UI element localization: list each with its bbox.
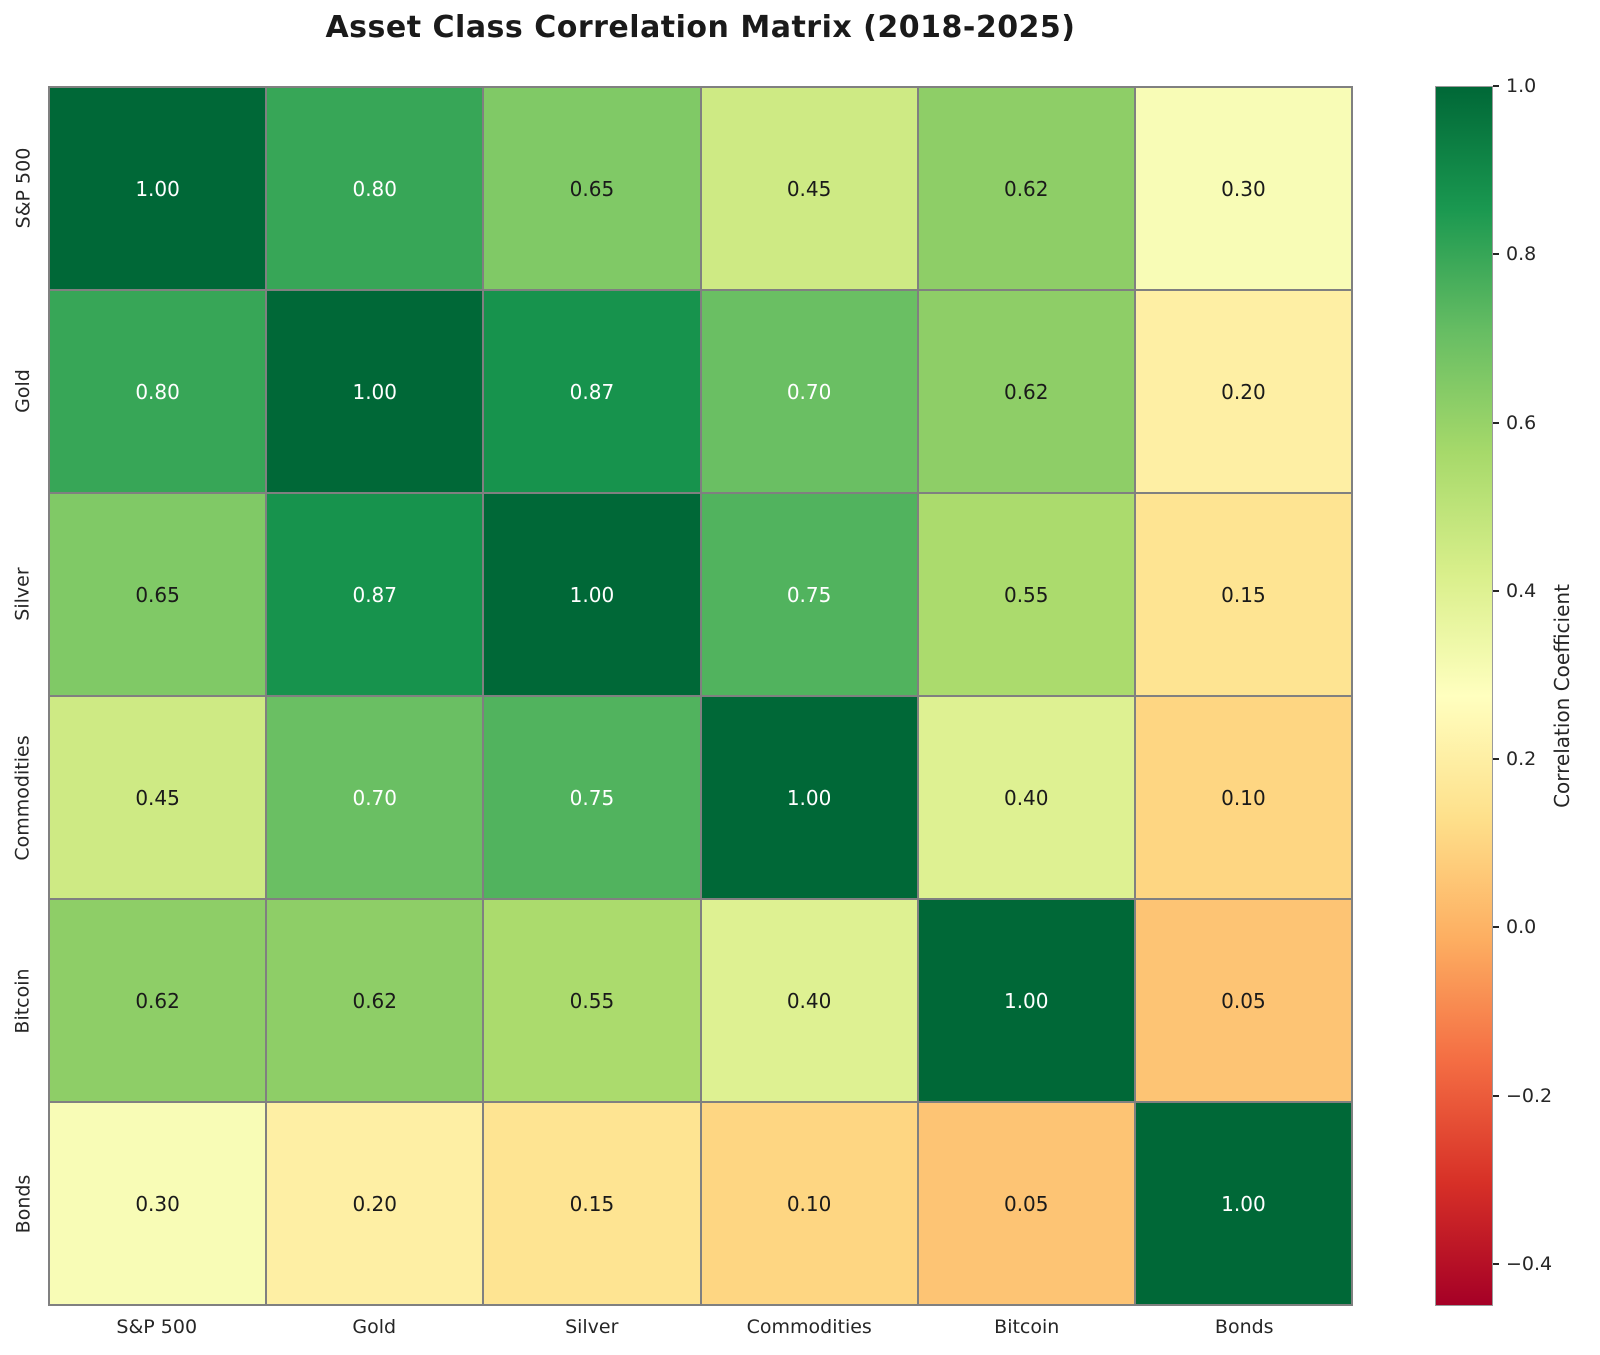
x-axis-label: Gold xyxy=(352,1316,397,1338)
heatmap-cell: 0.62 xyxy=(50,900,266,1101)
heatmap-cell: 0.87 xyxy=(484,291,700,492)
heatmap-cell: 1.00 xyxy=(1135,1103,1351,1304)
x-axis-labels: S&P 500 Gold Silver Commodities Bitcoin Bonds xyxy=(48,1309,1353,1345)
colorbar xyxy=(1435,86,1493,1306)
colorbar-tick-label: −0.4 xyxy=(1506,1252,1553,1275)
heatmap-cell: 0.62 xyxy=(918,291,1134,492)
x-axis-label: Bitcoin xyxy=(994,1316,1060,1338)
colorbar-tick xyxy=(1493,926,1499,929)
colorbar-tick xyxy=(1493,758,1499,761)
colorbar-tick-label: 0.0 xyxy=(1506,916,1537,939)
heatmap-cell: 0.62 xyxy=(267,900,483,1101)
y-axis-label: Silver xyxy=(12,567,34,621)
heatmap-cell: 0.65 xyxy=(50,494,266,695)
colorbar-tick-label: 1.0 xyxy=(1506,75,1537,97)
colorbar-gradient xyxy=(1436,87,1492,1305)
heatmap-cell: 0.15 xyxy=(484,1103,700,1304)
heatmap-cell: 0.40 xyxy=(918,697,1134,898)
colorbar-tick-label: −0.2 xyxy=(1506,1084,1553,1107)
heatmap-cell: 1.00 xyxy=(484,494,700,695)
x-axis-label: Commodities xyxy=(746,1316,872,1338)
x-axis-label: Silver xyxy=(565,1316,619,1338)
heatmap-cell: 0.20 xyxy=(267,1103,483,1304)
y-axis-label: Bitcoin xyxy=(12,968,34,1034)
colorbar-tick-label: 0.2 xyxy=(1506,748,1537,771)
heatmap-cell: 0.70 xyxy=(267,697,483,898)
heatmap-cell: 0.10 xyxy=(1135,697,1351,898)
heatmap-cell: 0.75 xyxy=(484,697,700,898)
colorbar-tick xyxy=(1493,85,1499,87)
colorbar-tick xyxy=(1493,253,1499,256)
heatmap-cell: 0.15 xyxy=(1135,494,1351,695)
heatmap-cell: 0.05 xyxy=(918,1103,1134,1304)
heatmap-cell: 0.75 xyxy=(701,494,917,695)
y-axis-label: Gold xyxy=(12,369,34,413)
heatmap-cell: 0.30 xyxy=(50,1103,266,1304)
heatmap-cell: 1.00 xyxy=(918,900,1134,1101)
colorbar-tick xyxy=(1493,1094,1499,1097)
heatmap-cell: 0.87 xyxy=(267,494,483,695)
colorbar-tick xyxy=(1493,1262,1499,1265)
colorbar-label: Correlation Coefficient xyxy=(1550,584,1575,808)
heatmap-cell: 0.65 xyxy=(484,88,700,289)
colorbar-tick-label: 0.4 xyxy=(1506,579,1537,602)
colorbar-tick xyxy=(1493,421,1499,424)
heatmap-cell: 0.45 xyxy=(701,88,917,289)
heatmap-cell: 0.10 xyxy=(701,1103,917,1304)
heatmap-cell: 0.20 xyxy=(1135,291,1351,492)
heatmap-cell: 0.05 xyxy=(1135,900,1351,1101)
heatmap-cell: 0.45 xyxy=(50,697,266,898)
x-axis-label: Bonds xyxy=(1214,1316,1274,1338)
heatmap-cell: 0.40 xyxy=(701,900,917,1101)
colorbar-tick-label: 0.6 xyxy=(1506,411,1537,434)
colorbar-label-wrap: Correlation Coefficient xyxy=(1540,86,1584,1306)
colorbar-tick-label: 0.8 xyxy=(1506,243,1537,266)
y-axis-labels: S&P 500 Gold Silver Commodities Bitcoin Bonds xyxy=(0,86,46,1306)
heatmap-cell: 1.00 xyxy=(701,697,917,898)
colorbar-tick xyxy=(1493,589,1499,592)
y-axis-label: Commodities xyxy=(12,735,35,861)
heatmap-cell: 0.62 xyxy=(918,88,1134,289)
heatmap-cell: 0.80 xyxy=(50,291,266,492)
heatmap-cell: 0.70 xyxy=(701,291,917,492)
heatmap-cell: 0.55 xyxy=(484,900,700,1101)
heatmap-cell: 0.30 xyxy=(1135,88,1351,289)
heatmap-cell: 0.55 xyxy=(918,494,1134,695)
heatmap-cell: 1.00 xyxy=(50,88,266,289)
colorbar-ticks: 1.0 0.8 0.6 0.4 0.2 0.0 −0.2 −0.4 xyxy=(1493,75,1600,1306)
y-axis-label: Bonds xyxy=(12,1174,35,1234)
x-axis-label: S&P 500 xyxy=(116,1316,198,1338)
y-axis-label: S&P 500 xyxy=(12,147,35,228)
chart-title: Asset Class Correlation Matrix (2018-202… xyxy=(325,10,1076,45)
heatmap-cell: 1.00 xyxy=(267,291,483,492)
heatmap-cell: 0.80 xyxy=(267,88,483,289)
heatmap: 1.00 0.80 0.65 0.45 0.62 0.30 0.80 1.00 0.87 0.70… xyxy=(48,86,1353,1306)
